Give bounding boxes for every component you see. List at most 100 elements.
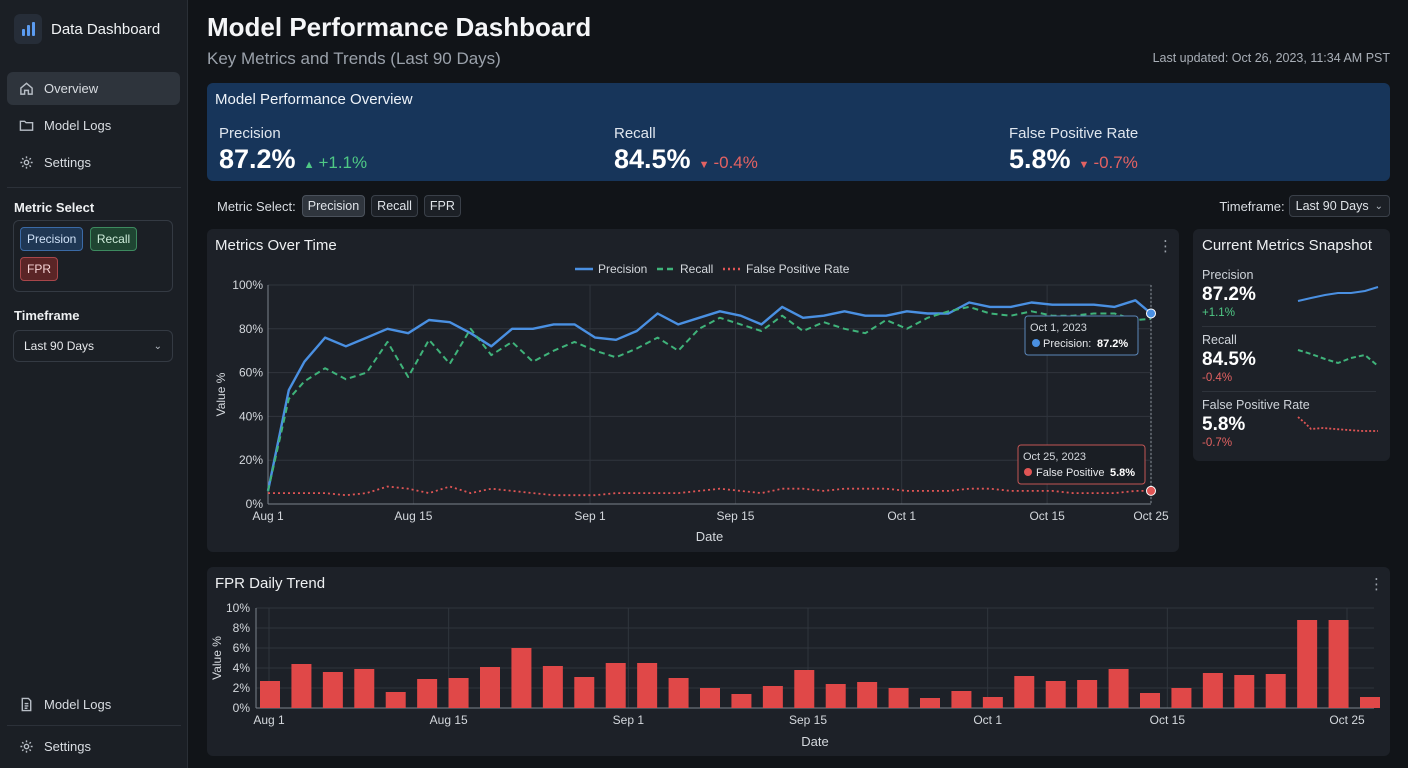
timeframe-select[interactable]: Last 90 Days ⌄ <box>13 330 173 362</box>
snapshot-recall: Recall 84.5% -0.4% <box>1202 333 1380 384</box>
kpi-fpr: False Positive Rate 5.8% ▼ -0.7% <box>1009 125 1138 175</box>
sidebar-item-settings[interactable]: Settings <box>7 146 180 179</box>
x-tick-label: Aug 15 <box>430 713 468 727</box>
triangle-down-icon: ▼ <box>1078 159 1090 171</box>
snapshot-label: Precision <box>1202 268 1254 282</box>
bar <box>480 667 500 708</box>
divider <box>7 187 181 188</box>
x-tick-label: Sep 1 <box>574 509 606 523</box>
bar <box>637 663 658 708</box>
bar <box>982 697 1003 708</box>
sidebar-item-label: Settings <box>44 739 91 754</box>
sidebar-item-label: Model Logs <box>44 118 112 133</box>
snapshot-delta: -0.7% <box>1202 437 1233 449</box>
metric-button-fpr[interactable]: FPR <box>423 195 461 217</box>
bar <box>920 698 940 708</box>
bar <box>511 648 532 708</box>
tooltip-box <box>1024 315 1139 356</box>
sidebar-bottom-nav-2: Settings <box>7 730 180 767</box>
overview-title: Model Performance Overview <box>215 91 413 108</box>
y-tick-label: 2% <box>233 681 251 695</box>
triangle-down-icon: ▼ <box>698 159 710 171</box>
sidebar-item-overview[interactable]: Overview <box>7 72 180 105</box>
bar <box>700 688 720 708</box>
more-options-icon[interactable]: ⋮ <box>1369 576 1384 593</box>
y-axis-label: Value % <box>214 372 228 416</box>
tooltip-label: Precision: <box>1043 338 1091 350</box>
sidebar-item-label: Model Logs <box>44 697 112 712</box>
bar-chart-title: FPR Daily Trend <box>215 575 326 592</box>
bar <box>1045 681 1066 708</box>
kpi-delta: ▼ -0.4% <box>698 153 758 172</box>
timeframe-select-value: Last 90 Days <box>24 339 95 353</box>
bar <box>542 666 563 708</box>
tooltip-precision: Oct 1, 2023 Precision: 87.2% <box>1024 315 1139 356</box>
legend-label: Recall <box>680 262 713 276</box>
chevron-down-icon: ⌄ <box>1374 200 1383 212</box>
precision-hover-point <box>1146 308 1156 319</box>
tooltip-fpr: Oct 25, 2023 False Positive 5.8% <box>1017 444 1146 485</box>
sidebar-item-model-logs[interactable]: Model Logs <box>7 109 180 142</box>
sidebar-item-model-logs-bottom[interactable]: Model Logs <box>7 688 180 721</box>
x-tick-label: Oct 1 <box>887 509 916 523</box>
kpi-label: Recall <box>614 125 656 142</box>
metric-select-heading: Metric Select <box>14 200 95 215</box>
bar <box>825 684 846 708</box>
bar <box>1360 697 1380 708</box>
x-tick-label: Sep 15 <box>716 509 754 523</box>
snapshot-label: Recall <box>1202 333 1237 347</box>
legend-label: False Positive Rate <box>746 262 850 276</box>
y-tick-label: 10% <box>226 601 250 615</box>
x-tick-label: Aug 1 <box>253 713 285 727</box>
x-tick-label: Oct 25 <box>1329 713 1365 727</box>
tooltip-value: 5.8% <box>1110 467 1135 479</box>
overview-panel: Model Performance Overview Precision 87.… <box>207 83 1390 181</box>
bar <box>731 694 752 708</box>
sidebar-bottom-nav: Model Logs <box>7 688 180 725</box>
kpi-delta: ▼ -0.7% <box>1078 153 1138 172</box>
kpi-value: 84.5% <box>614 144 691 174</box>
chip-fpr[interactable]: FPR <box>20 257 58 281</box>
x-axis-label: Date <box>696 529 723 544</box>
tooltip-dot <box>1032 339 1040 347</box>
y-tick-label: 100% <box>232 278 263 292</box>
more-options-icon[interactable]: ⋮ <box>1158 238 1173 255</box>
bar <box>857 682 878 708</box>
snapshot-title: Current Metrics Snapshot <box>1202 237 1373 254</box>
metric-button-recall[interactable]: Recall <box>371 195 418 217</box>
brand[interactable]: Data Dashboard <box>14 14 160 44</box>
line-chart-title: Metrics Over Time <box>215 237 337 254</box>
y-tick-label: 0% <box>233 701 251 715</box>
metrics-over-time-panel: Metrics Over Time ⋮ 0% 20% 40% 60% 80% 100% Au… <box>207 229 1179 552</box>
y-tick-label: 20% <box>239 453 263 467</box>
snapshot-value: 84.5% <box>1202 349 1256 370</box>
tooltip-dot <box>1024 468 1032 476</box>
kpi-delta: ▲ +1.1% <box>303 153 368 172</box>
document-icon <box>21 697 32 712</box>
sidebar-item-settings-bottom[interactable]: Settings <box>7 730 180 763</box>
sidebar-item-label: Overview <box>44 81 99 96</box>
metric-button-precision[interactable]: Precision <box>301 195 366 217</box>
fpr-daily-trend-panel: FPR Daily Trend ⋮ 0% 2% 4% 6% 8% 10% Aug 1 Aug … <box>207 567 1390 756</box>
folder-icon <box>19 120 34 131</box>
bar <box>1265 674 1286 708</box>
timeframe-dropdown[interactable]: Last 90 Days ⌄ <box>1288 195 1390 217</box>
snapshot-fpr: False Positive Rate 5.8% -0.7% <box>1202 398 1380 449</box>
bar-chart: 0% 2% 4% 6% 8% 10% Aug 1 Aug 15 Sep 1 Sep 15 Oct 1… <box>210 601 1380 749</box>
chip-recall[interactable]: Recall <box>89 227 138 251</box>
tooltip-value: 87.2% <box>1097 338 1128 350</box>
y-tick-label: 40% <box>239 409 263 423</box>
tooltip-date: Oct 1, 2023 <box>1030 322 1087 334</box>
chevron-down-icon: ⌄ <box>153 340 162 352</box>
bar <box>1108 669 1129 708</box>
y-tick-label: 60% <box>239 366 263 380</box>
bar <box>1077 680 1098 708</box>
page-title: Model Performance Dashboard <box>207 12 592 42</box>
bar <box>291 664 312 708</box>
snapshot-panel: Current Metrics Snapshot Precision 87.2%… <box>1193 229 1390 461</box>
bar <box>1202 673 1223 708</box>
triangle-up-icon: ▲ <box>303 159 315 171</box>
kpi-label: Precision <box>219 125 281 142</box>
chip-precision[interactable]: Precision <box>20 227 84 251</box>
kpi-label: False Positive Rate <box>1009 125 1139 142</box>
